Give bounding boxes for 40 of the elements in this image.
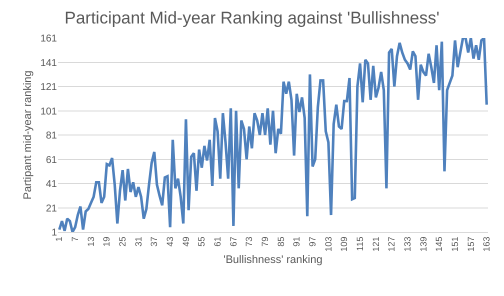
line-series: [58, 38, 488, 232]
x-tick-label: 31: [133, 236, 144, 247]
x-tick-label: 85: [276, 236, 286, 247]
x-tick-label: 103: [323, 236, 334, 252]
x-tick-label: 1: [54, 236, 64, 242]
x-tick-label: 37: [149, 236, 160, 247]
x-tick-label: 145: [434, 236, 444, 252]
x-tick-label: 97: [307, 236, 318, 247]
x-tick-label: 163: [482, 236, 492, 252]
x-tick-label: 157: [466, 236, 476, 252]
y-axis-title: Partipant mid-year ranking: [22, 70, 34, 200]
x-tick-label: 151: [450, 236, 460, 252]
x-tick-label: 79: [260, 236, 270, 247]
y-tick-label: 101: [40, 106, 58, 118]
y-tick-label: 21: [46, 203, 58, 214]
y-tick-label: 161: [40, 34, 58, 44]
x-tick-label: 109: [339, 236, 350, 252]
x-tick-label: 25: [118, 236, 128, 247]
x-tick-label: 67: [228, 236, 238, 247]
x-tick-label: 121: [370, 236, 381, 252]
x-tick-label: 133: [402, 236, 412, 252]
x-tick-label: 127: [386, 236, 397, 252]
y-tick-label: 81: [46, 130, 58, 142]
x-tick-label: 7: [70, 236, 80, 242]
x-tick-label: 139: [418, 236, 428, 252]
chart-title: Participant Mid-year Ranking against 'Bullishness': [64, 8, 440, 28]
x-tick-label: 55: [196, 236, 207, 247]
x-tick-label: 115: [354, 236, 365, 251]
x-tick-label: 91: [292, 236, 302, 247]
y-tick-label: 121: [40, 82, 58, 93]
x-tick-label: 13: [86, 236, 96, 247]
y-tick-label: 61: [46, 154, 58, 166]
x-tick-label: 49: [180, 236, 191, 247]
y-tick-label: 41: [46, 179, 58, 190]
x-tick-label: 19: [102, 236, 112, 247]
x-tick-label: 73: [244, 236, 254, 247]
x-axis-title: 'Bullishness' ranking: [224, 254, 322, 266]
x-tick-label: 43: [165, 236, 176, 247]
x-tick-label: 61: [212, 236, 223, 247]
y-tick-label: 141: [40, 58, 58, 69]
